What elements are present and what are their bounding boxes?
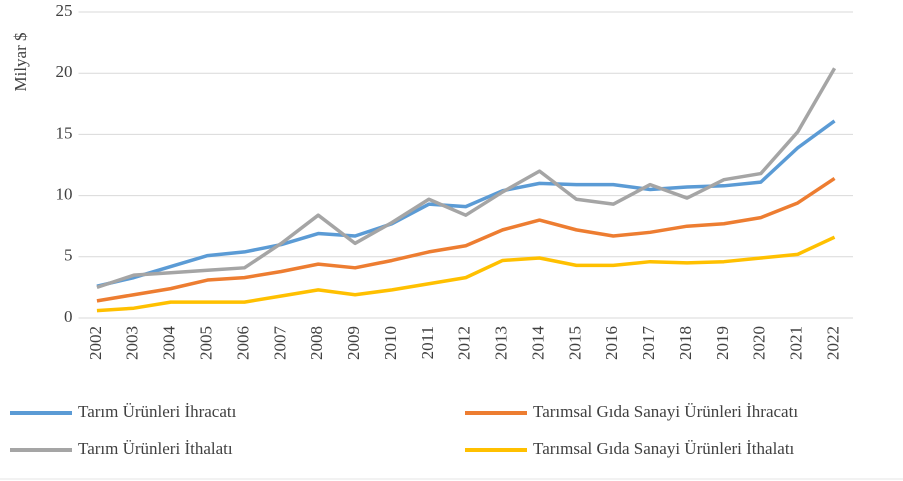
x-tick-label: 2010 [381, 326, 400, 360]
x-tick-label: 2004 [160, 326, 179, 361]
x-tick-label: 2009 [344, 326, 363, 360]
series-line [96, 177, 836, 303]
x-tick-label: 2018 [676, 326, 695, 360]
legend-label: Tarımsal Gıda Sanayi Ürünleri İhracatı [533, 402, 798, 421]
y-axis-label: Milyar $ [11, 32, 30, 91]
x-tick-label: 2008 [307, 326, 326, 360]
x-tick-label: 2003 [123, 326, 142, 360]
x-tick-label: 2016 [602, 326, 621, 360]
y-tick-label: 0 [64, 307, 73, 326]
y-tick-label: 25 [56, 1, 73, 20]
x-tick-label: 2022 [823, 326, 842, 360]
legend-label: Tarım Ürünleri İhracatı [78, 402, 237, 421]
series-line [96, 67, 837, 290]
y-tick-label: 15 [56, 123, 73, 142]
x-tick-label: 2017 [639, 326, 658, 361]
x-tick-label: 2015 [565, 326, 584, 360]
y-tick-label: 20 [56, 62, 73, 81]
x-tick-label: 2013 [492, 326, 511, 360]
x-tick-label: 2005 [196, 326, 215, 360]
y-tick-label: 5 [64, 246, 73, 265]
x-tick-label: 2011 [418, 326, 437, 359]
y-tick-label: 10 [56, 185, 73, 204]
x-tick-label: 2002 [86, 326, 105, 360]
x-tick-label: 2014 [528, 326, 547, 361]
x-tick-label: 2012 [455, 326, 474, 360]
x-tick-label: 2020 [750, 326, 769, 360]
x-tick-label: 2007 [270, 326, 289, 361]
x-tick-label: 2006 [233, 326, 252, 360]
x-tick-label: 2019 [713, 326, 732, 360]
x-tick-label: 2021 [787, 326, 806, 360]
legend-label: Tarım Ürünleri İthalatı [78, 439, 233, 458]
legend-label: Tarımsal Gıda Sanayi Ürünleri İthalatı [533, 439, 795, 458]
series-line [96, 235, 836, 313]
